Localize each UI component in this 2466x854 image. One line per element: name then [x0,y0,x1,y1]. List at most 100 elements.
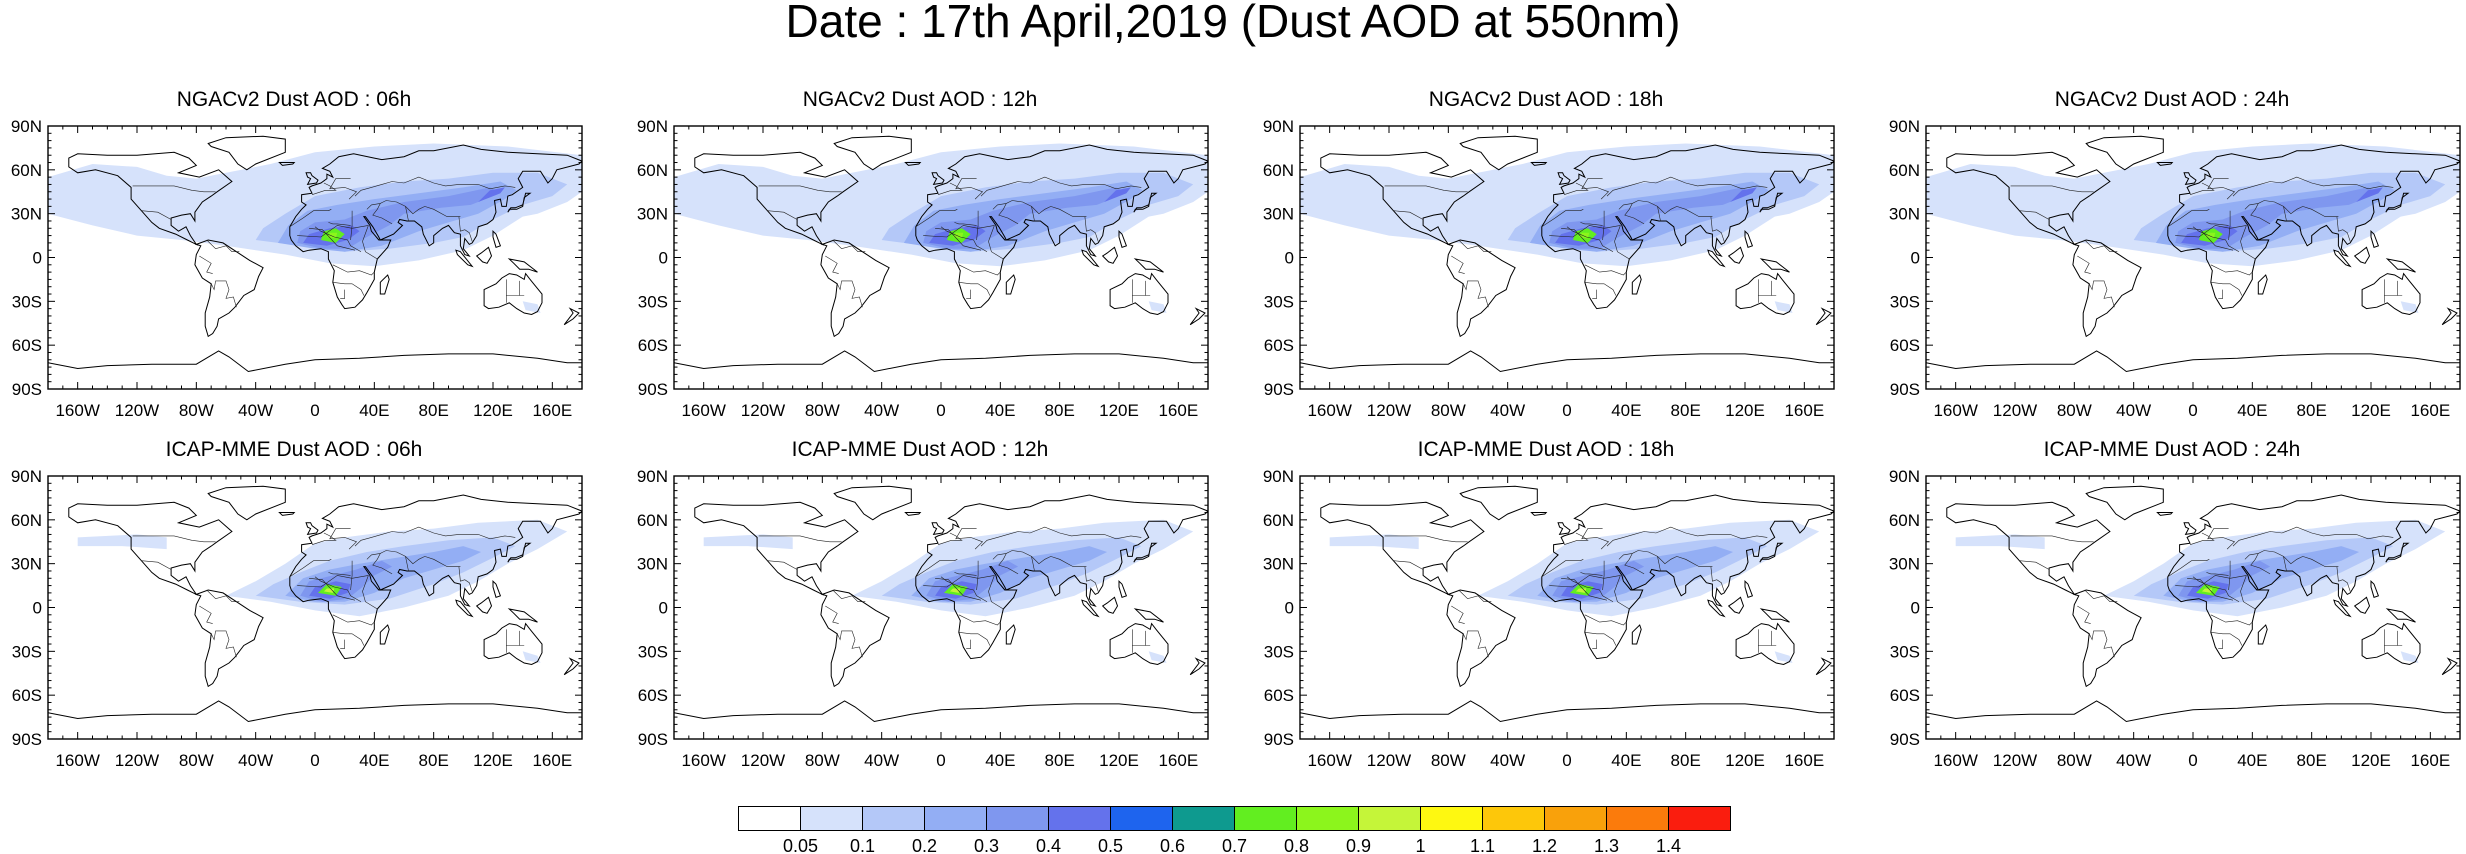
lon-tick-label: 0 [310,401,319,420]
lon-tick-label: 160W [55,751,99,770]
coastline-japan [507,542,532,563]
colorbar-level-label: 0.6 [1160,836,1185,854]
coastline-australia [1109,272,1169,316]
lon-tick-label: 160E [1158,401,1198,420]
country-border [1031,206,1035,222]
country-border [332,264,375,276]
lat-tick-label: 90S [1890,380,1920,399]
country-border [332,614,375,626]
country-border [199,605,213,624]
country-border [328,222,351,226]
country-border [372,203,393,225]
coastline-japan [2385,192,2410,213]
lon-tick-label: 120E [473,751,513,770]
lat-tick-label: 60S [12,336,42,355]
country-border [1393,560,1424,570]
colorbar-swatch [862,806,925,831]
lon-tick-label: 40E [1611,401,1641,420]
country-border [354,176,516,197]
coastline-borneo [1727,596,1745,614]
country-border [937,182,963,195]
map-panel-icap-mme-18h: ICAP-MME Dust AOD : 18h 90N 60N 30N 0 30S 60S 9… [1252,438,1840,770]
country-border [1657,556,1661,572]
lon-tick-label: 0 [936,751,945,770]
lat-tick-label: 30S [12,642,42,661]
coastline-philippines [1118,580,1128,598]
lon-tick-label: 0 [310,751,319,770]
country-borders [2010,176,2403,308]
tick-marks [673,475,1209,740]
country-border [2232,526,2394,547]
coastline-sumatra [1081,249,1100,268]
coastline-borneo [1101,596,1119,614]
colorbar-level-label: 0.1 [850,836,875,854]
lon-tick-label: 120W [741,401,785,420]
coastline-north-america [694,151,859,246]
coastline-new-zealand [2441,307,2458,326]
lat-tick-label: 60N [11,511,42,530]
lon-tick-label: 160E [532,401,572,420]
country-border [2206,572,2229,576]
country-border [2210,632,2243,646]
country-border [1566,226,1614,252]
country-border [937,532,963,545]
lat-tick-label: 60S [638,336,668,355]
coastline-new-guinea [507,608,538,623]
country-border [2336,566,2351,592]
country-border [2088,630,2115,658]
country-border [2207,528,2236,550]
dust-plume-contour [1774,651,1793,663]
panel-title: NGACv2 Dust AOD : 06h [176,88,412,111]
dust-plume-contour [1104,187,1131,202]
country-border [2210,264,2253,276]
coastline-great-britain [2183,522,2197,536]
panel-title: ICAP-MME Dust AOD : 12h [791,438,1049,461]
country-border [2019,210,2050,220]
coastline-sumatra [455,249,474,268]
world-map: 90N 60N 30N 0 30S 60S 90S 160W 120W 80W 40W 0 40E 80E… [637,467,1209,770]
coastline-madagascar [1631,624,1642,645]
coastline-madagascar [2257,624,2268,645]
lat-tick-label: 60S [12,686,42,705]
country-border [1618,200,1713,217]
country-border [2019,560,2050,570]
lat-tick-label: 90N [637,467,668,486]
panel-title: ICAP-MME Dust AOD : 06h [165,438,423,461]
country-border [1563,532,1589,545]
lat-tick-label: 90S [1264,380,1294,399]
coastline-new-guinea [507,258,538,273]
dust-plume-contour [1774,301,1793,313]
lat-tick-label: 30S [638,292,668,311]
coastline-great-britain [1557,522,1571,536]
coastline-new-guinea [1759,608,1790,623]
dust-plume-contour [522,651,541,663]
coastline-new-guinea [1133,608,1164,623]
country-border [1549,575,1621,588]
colorbar-swatch [924,806,987,831]
lon-tick-label: 80E [419,751,449,770]
lon-tick-label: 120W [1367,401,1411,420]
country-border [297,575,369,588]
coastlines [1300,485,1834,739]
coastline-borneo [2353,596,2371,614]
tick-marks [1299,475,1835,740]
country-border [1031,556,1035,572]
coastlines [48,135,582,389]
country-border [980,526,1142,547]
lon-tick-label: 40W [1490,401,1525,420]
coastline-great-britain [931,522,945,536]
coastline-sumatra [1707,599,1726,618]
dust-plume-contour [478,187,505,202]
lon-tick-label: 120W [115,401,159,420]
colorbar-level-label: 1 [1415,836,1425,854]
lat-tick-label: 30N [11,205,42,224]
country-border [332,282,365,296]
country-border [1584,264,1627,276]
lat-tick-label: 0 [1285,599,1294,618]
lat-tick-label: 30N [11,555,42,574]
coastline-australia [2361,272,2421,316]
country-border [992,550,1087,567]
country-border [2167,209,2210,228]
coastline-north-america [68,151,233,246]
country-border [992,200,1087,217]
